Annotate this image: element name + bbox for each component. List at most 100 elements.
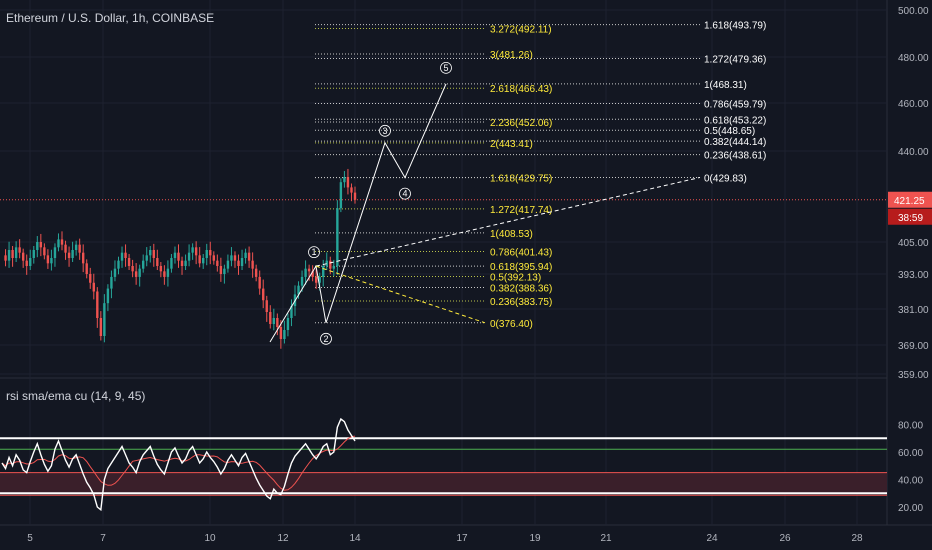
candle-body [71, 250, 74, 258]
candle-body [11, 250, 14, 258]
candle-body [329, 260, 332, 269]
candle-body [251, 260, 254, 269]
fib-retracement-label: 2.618(466.43) [490, 84, 552, 95]
candle-body [300, 276, 304, 286]
candle-body [32, 250, 35, 258]
candle-body [106, 288, 110, 304]
wave-marker-label: 2 [323, 334, 328, 344]
current-price-label: 421.25 [894, 196, 925, 207]
candle-body [159, 266, 163, 272]
candle-body [339, 182, 343, 209]
candle-body [14, 247, 18, 258]
candle-body [138, 268, 141, 277]
candle-body [262, 288, 265, 301]
candle-body [173, 252, 177, 258]
fib-extension-label: 0(429.83) [704, 173, 747, 184]
candle-body [269, 312, 272, 324]
candle-body [219, 266, 223, 274]
price-tick-label: 500.00 [898, 6, 929, 17]
candle-body [265, 300, 268, 312]
candle-body [191, 247, 194, 253]
wave-marker-circle [399, 187, 411, 200]
fib-retracement-label: 2(443.41) [490, 139, 533, 150]
candle-body [276, 318, 279, 327]
candle-body [216, 260, 219, 266]
fib-retracement-label: 0.236(383.75) [490, 297, 552, 308]
price-tick-label: 480.00 [898, 53, 929, 64]
candle-body [103, 303, 106, 336]
wave-marker-circle [379, 124, 391, 137]
fib-retracement-label: 0(376.40) [490, 319, 533, 330]
candle-body [50, 258, 53, 264]
fib-lines: 0(376.40) 0.236(383.75) 0.382(388.36)0.5(3… [315, 21, 766, 330]
drawings[interactable]: 1 2 3 4 5 [0, 61, 887, 345]
time-tick-label: 26 [779, 533, 791, 544]
price-tick-label: 393.00 [898, 270, 929, 281]
candle-body [240, 258, 244, 266]
candle-body [170, 258, 173, 269]
candle-body [4, 255, 7, 261]
candle-body [149, 250, 152, 256]
wave-marker-label: 3 [382, 126, 387, 136]
time-tick-label: 5 [27, 533, 33, 544]
candle-body [205, 250, 208, 258]
price-tick-label: 359.00 [898, 370, 929, 381]
candle-body [124, 252, 127, 258]
candle-body [67, 252, 71, 258]
candle-body [64, 244, 67, 253]
time-tick-label: 14 [349, 533, 361, 544]
time-tick-label: 24 [706, 533, 718, 544]
price-tick-label: 440.00 [898, 147, 929, 158]
current-price-badge [888, 191, 932, 208]
candle-body [230, 255, 233, 261]
time-tick-label: 12 [277, 533, 289, 544]
candle-body [163, 271, 166, 277]
time-tick-label: 10 [204, 533, 216, 544]
candle-body [223, 268, 226, 274]
wave-marker-label: 4 [402, 189, 407, 199]
axes: 5 7 10 12 14 17 19 21 24 26 28500.00480.00460.0044… [27, 6, 932, 544]
candle-body [304, 268, 307, 277]
fib-retracement-label: 0.382(388.36) [490, 284, 552, 295]
candle-body [89, 274, 92, 283]
candle-body [198, 255, 201, 264]
trend-line-lower [315, 265, 486, 324]
candle-body [99, 318, 103, 336]
candle-body [290, 306, 293, 318]
elliott-wave-path [269, 83, 447, 343]
candle-body [85, 263, 88, 274]
wave-marker-label: 5 [443, 63, 448, 73]
time-tick-label: 17 [456, 533, 468, 544]
fib-retracement-label: 0.786(401.43) [490, 248, 552, 259]
candle-body [350, 187, 353, 193]
rsi-sma-line [1, 435, 356, 491]
candle-body [142, 260, 145, 269]
candle-body [332, 266, 336, 269]
candle-body [36, 242, 39, 250]
wave-marker-circle [440, 61, 452, 74]
rsi-tick-label: 80.00 [898, 421, 923, 432]
countdown-label: 38:59 [898, 213, 923, 224]
time-tick-label: 7 [100, 533, 106, 544]
candle-body [46, 255, 50, 264]
rsi-oversold-band [0, 472, 887, 494]
candle-body [18, 247, 21, 253]
candle-body [212, 255, 215, 261]
rsi-tick-label: 60.00 [898, 448, 923, 459]
candle-body [209, 250, 212, 256]
wave-marker-circle [308, 246, 320, 259]
price-tick-label: 405.00 [898, 238, 929, 249]
candle-body [81, 252, 85, 264]
candle-body [180, 260, 184, 266]
candle-body [283, 330, 286, 339]
fib-extension-label: 1.618(493.79) [704, 21, 766, 32]
candle-body [202, 258, 205, 264]
wave-marker-label: 1 [311, 247, 316, 257]
candle-body [318, 276, 321, 283]
candle-body [43, 247, 46, 256]
fib-extension-label: 1.272(479.36) [704, 54, 766, 65]
time-tick-label: 19 [529, 533, 541, 544]
candle-body [244, 252, 247, 258]
candle-body [233, 255, 237, 261]
